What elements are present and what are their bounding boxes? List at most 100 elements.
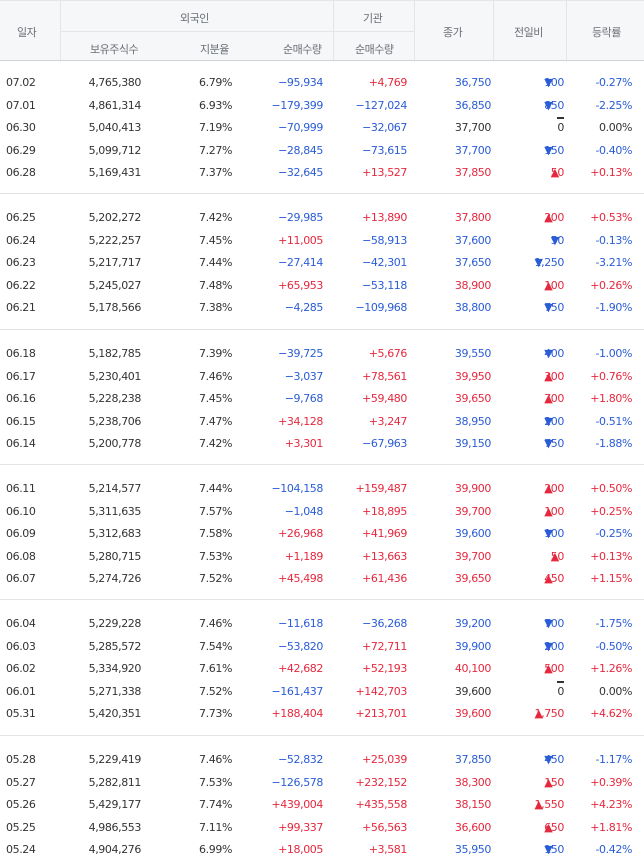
- change-value: 500: [544, 662, 564, 676]
- table-row: 07.01 4,861,314 6.93% −179,399 −127,024 36,85…: [0, 95, 644, 117]
- rate-cell: -3.21%: [595, 256, 632, 270]
- close-cell: 39,600: [454, 527, 491, 541]
- holdings-cell: 5,214,577: [88, 482, 142, 495]
- foreign-net-cell: +188,404: [271, 707, 323, 721]
- date-cell: 06.23: [6, 256, 36, 270]
- ratio-cell: 7.38%: [199, 301, 232, 315]
- ratio-cell: 6.93%: [199, 98, 232, 112]
- change-cell: ▼ 100: [544, 523, 564, 545]
- date-cell: 06.09: [6, 527, 36, 541]
- date-cell: 06.02: [6, 662, 36, 676]
- date-cell: 06.01: [6, 684, 36, 698]
- holdings-cell: 5,217,717: [88, 256, 142, 270]
- change-cell: ▲ 200: [544, 207, 564, 229]
- date-cell: 06.16: [6, 392, 36, 406]
- ratio-cell: 7.44%: [199, 482, 232, 495]
- institution-net-cell: +13,663: [362, 549, 407, 563]
- group-separator: [0, 599, 644, 600]
- foreign-net-cell: +99,337: [278, 820, 323, 834]
- up-triangle-icon: ▲: [544, 820, 553, 834]
- change-cell: ▲ 150: [544, 772, 564, 794]
- table-row: 06.22 5,245,027 7.48% +65,953 −53,118 38,900 ▲…: [0, 275, 644, 297]
- table-header: 일자 외국인 보유주식수 지분율 순매수량 기관 순매수량 종가 전일비 등락률: [0, 0, 644, 62]
- foreign-net-cell: −9,768: [284, 392, 324, 406]
- foreign-net-cell: +11,005: [278, 233, 323, 247]
- table-row: 06.09 5,312,683 7.58% +26,968 +41,969 39,600 ▼…: [0, 523, 644, 545]
- institution-net-cell: +13,890: [362, 211, 407, 224]
- change-cell: ▲ 1,750: [535, 703, 565, 725]
- close-cell: 37,800: [454, 211, 491, 224]
- date-cell: 07.02: [6, 76, 36, 89]
- change-value: 0: [557, 684, 564, 698]
- rate-cell: +1.26%: [590, 662, 632, 676]
- change-value: 700: [544, 392, 564, 406]
- holdings-cell: 5,229,419: [88, 753, 142, 766]
- close-cell: 39,600: [454, 707, 491, 721]
- rate-cell: -0.27%: [595, 76, 632, 89]
- foreign-net-cell: −95,934: [278, 76, 323, 89]
- holdings-cell: 5,169,431: [88, 166, 142, 180]
- date-cell: 06.07: [6, 572, 36, 586]
- holdings-cell: 5,334,920: [88, 662, 142, 676]
- date-cell: 05.31: [6, 707, 36, 721]
- rate-cell: +0.13%: [590, 549, 632, 563]
- group-separator: [0, 464, 644, 465]
- rate-cell: +0.26%: [590, 278, 632, 292]
- group-separator: [0, 329, 644, 330]
- down-triangle-icon: ▼: [544, 414, 553, 428]
- up-triangle-icon: ▲: [534, 798, 543, 812]
- up-triangle-icon: ▲: [544, 572, 553, 586]
- date-cell: 06.11: [6, 482, 36, 495]
- ratio-cell: 7.53%: [199, 549, 232, 563]
- foreign-net-cell: −29,985: [278, 211, 323, 224]
- date-cell: 06.14: [6, 437, 36, 451]
- change-value: 200: [544, 639, 564, 653]
- date-cell: 06.04: [6, 617, 36, 630]
- foreign-net-cell: +1,189: [284, 549, 324, 563]
- date-cell: 06.17: [6, 369, 36, 383]
- change-cell: 0: [557, 117, 565, 139]
- ratio-cell: 7.47%: [199, 414, 232, 428]
- close-cell: 35,950: [454, 843, 491, 857]
- table-row: 06.01 5,271,338 7.52% −161,437 +142,703 39,60…: [0, 680, 644, 703]
- holdings-cell: 5,282,811: [88, 775, 142, 789]
- ratio-cell: 7.53%: [199, 775, 232, 789]
- down-triangle-icon: ▼: [544, 753, 553, 766]
- holdings-cell: 5,178,566: [88, 301, 142, 315]
- change-value: 100: [544, 527, 564, 541]
- table-row: 06.07 5,274,726 7.52% +45,498 +61,436 39,650 ▲…: [0, 568, 644, 590]
- table-row: 06.08 5,280,715 7.53% +1,189 +13,663 39,700 ▲ 5…: [0, 546, 644, 568]
- date-cell: 05.28: [6, 753, 36, 766]
- institution-net-cell: −58,913: [362, 233, 407, 247]
- table-row: 06.18 5,182,785 7.39% −39,725 +5,676 39,550 ▼ 4…: [0, 343, 644, 365]
- up-triangle-icon: ▲: [544, 278, 553, 292]
- down-triangle-icon: ▼: [544, 143, 553, 157]
- rate-cell: +0.76%: [590, 369, 632, 383]
- change-value: 50: [550, 166, 565, 180]
- change-value: 100: [544, 76, 564, 89]
- institution-net-cell: +13,527: [362, 166, 407, 180]
- rate-cell: -1.88%: [595, 437, 632, 451]
- rate-cell: +0.13%: [590, 166, 632, 180]
- rate-cell: -1.75%: [595, 617, 632, 630]
- ratio-cell: 7.46%: [199, 753, 232, 766]
- institution-net-cell: +435,558: [355, 798, 407, 812]
- foreign-net-cell: −53,820: [278, 639, 323, 653]
- institution-net-cell: +159,487: [355, 482, 407, 495]
- change-value: 400: [544, 347, 564, 360]
- date-cell: 05.27: [6, 775, 36, 789]
- change-cell: ▼ 200: [544, 636, 564, 658]
- institution-net-cell: −127,024: [355, 98, 407, 112]
- change-value: 1,550: [534, 798, 565, 812]
- header-institution: 기관: [363, 12, 383, 25]
- close-cell: 38,900: [454, 278, 491, 292]
- rate-cell: -0.51%: [595, 414, 632, 428]
- close-cell: 39,700: [454, 549, 491, 563]
- change-cell: ▲ 1,550: [535, 794, 565, 816]
- change-cell: ▼ 700: [544, 613, 564, 635]
- institution-net-cell: +18,895: [362, 504, 407, 518]
- change-value: 750: [544, 301, 564, 315]
- holdings-cell: 5,182,785: [88, 347, 142, 360]
- change-value: 50: [550, 549, 565, 563]
- change-cell: ▼ 750: [544, 297, 564, 319]
